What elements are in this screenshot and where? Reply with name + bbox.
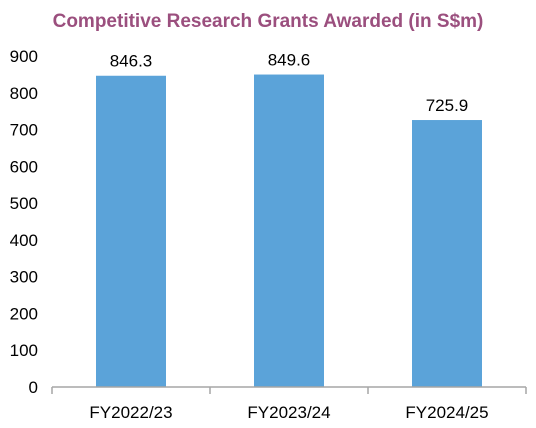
bar — [96, 75, 166, 387]
y-tick-label: 700 — [10, 121, 38, 140]
x-tick-label: FY2023/24 — [247, 403, 330, 422]
bars — [96, 74, 482, 387]
y-tick-label: 600 — [10, 157, 38, 176]
data-labels: 846.3 849.6 725.9 — [110, 51, 469, 115]
bar — [412, 120, 482, 387]
bar — [254, 74, 324, 387]
y-tick-label: 800 — [10, 84, 38, 103]
y-tick-label: 200 — [10, 304, 38, 323]
y-tick-label: 100 — [10, 341, 38, 360]
x-axis-labels: FY2022/23 FY2023/24 FY2024/25 — [89, 403, 488, 422]
x-tick-label: FY2024/25 — [405, 403, 488, 422]
y-tick-label: 500 — [10, 194, 38, 213]
y-axis-ticks: 0 100 200 300 400 500 600 700 800 900 — [10, 47, 38, 397]
y-tick-label: 300 — [10, 268, 38, 287]
data-label: 846.3 — [110, 52, 153, 71]
data-label: 849.6 — [268, 51, 311, 70]
y-tick-label: 0 — [29, 378, 38, 397]
y-tick-label: 400 — [10, 231, 38, 250]
data-label: 725.9 — [426, 96, 469, 115]
chart-title: Competitive Research Grants Awarded (in … — [52, 11, 484, 32]
y-tick-label: 900 — [10, 47, 38, 66]
x-tick-label: FY2022/23 — [89, 403, 172, 422]
x-axis — [51, 386, 527, 394]
